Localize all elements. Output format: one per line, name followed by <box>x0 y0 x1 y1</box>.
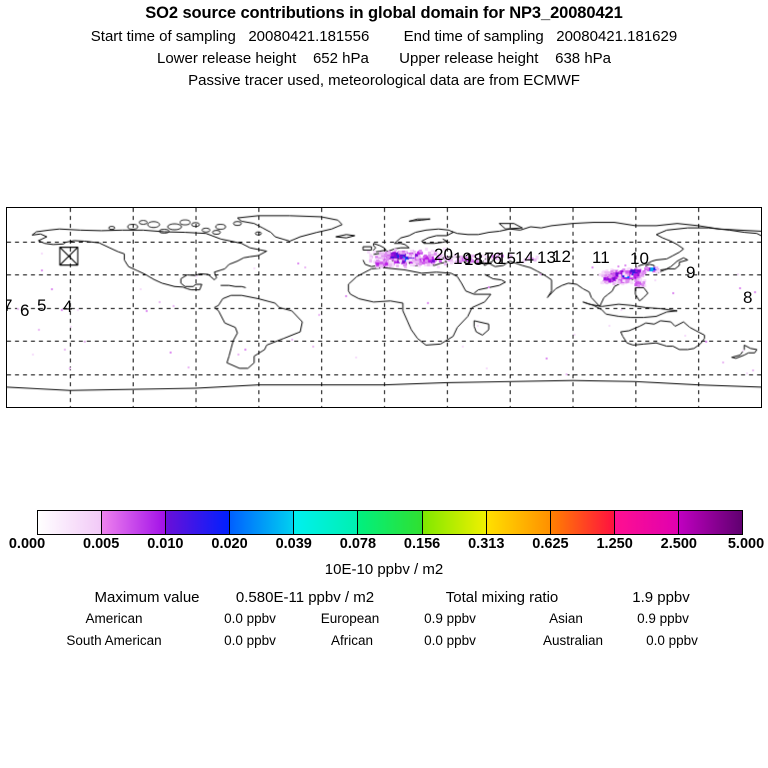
colorbar-tick-6: 0.156 <box>403 536 441 552</box>
colorbar-tick-11: 5.000 <box>727 536 765 552</box>
colorbar-tick-3: 0.020 <box>211 536 248 552</box>
start-time-value: 20080421.181556 <box>248 27 370 45</box>
colorbar-tick-8: 0.625 <box>532 536 569 552</box>
region-value-south-american: 0.0 ppbv <box>224 633 276 648</box>
upper-release-value: 638 hPa <box>555 49 612 67</box>
upper-release-label: Upper release height <box>399 49 539 67</box>
colorbar-segment-5 <box>358 511 423 534</box>
colorbar-segment-6 <box>422 511 487 534</box>
colorbar-tick-0: 0.000 <box>8 536 46 552</box>
trajectory-hour-label-14: 14 <box>515 248 534 267</box>
trajectory-hour-label-5: 5 <box>37 296 47 315</box>
colorbar-tick-5: 0.078 <box>339 536 377 552</box>
colorbar-tick-10: 2.500 <box>660 536 697 552</box>
trajectory-hour-label-9: 9 <box>686 263 696 282</box>
colorbar-tick-9: 1.250 <box>596 536 633 552</box>
colorbar-segment-10 <box>678 511 743 534</box>
colorbar-unit-label: 10E-10 ppbv / m2 <box>324 561 444 578</box>
lower-release-value: 652 hPa <box>312 49 369 67</box>
region-label-african: African <box>330 633 374 648</box>
colorbar-tick-4: 0.039 <box>275 536 312 552</box>
region-value-american: 0.0 ppbv <box>224 611 276 626</box>
colorbar-gradient <box>37 510 743 535</box>
region-label-american: American <box>85 611 143 626</box>
region-label-south-american: South American <box>66 633 162 648</box>
colorbar-segment-1 <box>102 511 167 534</box>
page-title: SO2 source contributions in global domai… <box>145 4 623 22</box>
trajectory-hour-label-4: 4 <box>63 297 73 316</box>
max-value-value: 0.580E-11 ppbv / m2 <box>235 589 375 606</box>
region-value-asian: 0.9 ppbv <box>637 611 689 626</box>
trajectory-hour-label-7: 7 <box>7 297 12 314</box>
colorbar-tick-1: 0.005 <box>83 536 120 552</box>
trajectory-hour-label-18: 18 <box>464 250 483 269</box>
end-time-label: End time of sampling <box>403 27 544 45</box>
tracer-note: Passive tracer used, meteorological data… <box>188 71 580 89</box>
region-value-african: 0.0 ppbv <box>424 633 476 648</box>
stats-row-south: South American 0.0 ppbv African 0.0 ppbv… <box>0 634 768 656</box>
trajectory-hour-label-11: 11 <box>592 248 610 267</box>
colorbar-segment-2 <box>166 511 231 534</box>
trajectory-hour-label-20: 20 <box>434 245 453 264</box>
colorbar-tick-labels: 0.000 0.005 0.010 0.020 0.039 0.078 0.156 0.313… <box>0 537 768 555</box>
start-time-label: Start time of sampling <box>90 27 236 45</box>
sampling-time-line: Start time of sampling 20080421.181556 E… <box>0 22 768 44</box>
total-mixing-ratio-value: 1.9 ppbv <box>632 589 690 606</box>
release-height-line: Lower release height 652 hPa Upper relea… <box>0 44 768 66</box>
total-mixing-ratio-label: Total mixing ratio <box>445 589 559 606</box>
trajectory-hour-label-12: 12 <box>552 247 571 266</box>
colorbar-tick-7: 0.313 <box>468 536 505 552</box>
colorbar-segment-7 <box>486 511 551 534</box>
colorbar <box>37 510 743 535</box>
colorbar-segment-4 <box>294 511 359 534</box>
colorbar-segment-9 <box>614 511 679 534</box>
region-value-european: 0.9 ppbv <box>424 611 476 626</box>
colorbar-segment-8 <box>550 511 615 534</box>
trajectory-hour-label-16: 16 <box>483 249 502 268</box>
colorbar-segment-0 <box>38 511 103 534</box>
end-time-value: 20080421.181629 <box>556 27 678 45</box>
region-label-australian: Australian <box>542 633 604 648</box>
colorbar-segment-3 <box>230 511 295 534</box>
trajectory-hour-label-17: 17 <box>475 249 494 268</box>
stats-row-summary: Maximum value 0.580E-11 ppbv / m2 Total … <box>0 590 768 612</box>
trajectory-hour-label-13: 13 <box>537 248 556 267</box>
trajectory-hour-label-10: 10 <box>630 249 649 268</box>
region-label-asian: Asian <box>549 611 583 626</box>
region-label-european: European <box>320 611 380 626</box>
colorbar-tick-2: 0.010 <box>147 536 184 552</box>
trajectory-hour-label-15: 15 <box>497 249 516 268</box>
lower-release-label: Lower release height <box>156 49 297 67</box>
stats-row-north: American 0.0 ppbv European 0.9 ppbv Asia… <box>0 612 768 634</box>
trajectory-hour-label-6: 6 <box>20 301 30 320</box>
trajectory-hour-label-8: 8 <box>743 288 753 307</box>
map-canvas <box>7 208 761 407</box>
trajectory-hour-label-19: 19 <box>453 249 472 268</box>
max-value-label: Maximum value <box>94 589 200 606</box>
header-block: SO2 source contributions in global domai… <box>0 0 768 88</box>
statistics-block: Maximum value 0.580E-11 ppbv / m2 Total … <box>0 590 768 656</box>
region-value-australian: 0.0 ppbv <box>646 633 698 648</box>
